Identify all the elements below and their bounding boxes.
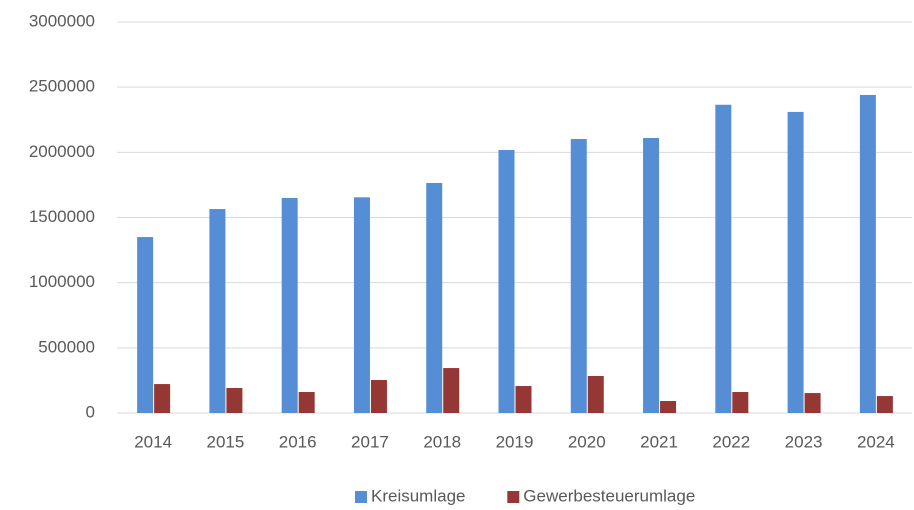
- x-tick-label: 2020: [568, 432, 606, 451]
- legend-swatch: [355, 491, 367, 503]
- x-tick-label: 2024: [857, 432, 895, 451]
- bar: [787, 111, 804, 414]
- bar: [643, 137, 660, 413]
- bar: [715, 104, 732, 414]
- legend-label: Gewerbesteuerumlage: [523, 486, 695, 505]
- bar: [587, 375, 604, 413]
- y-tick-label: 500000: [38, 337, 95, 356]
- bar: [154, 384, 171, 413]
- bar: [876, 396, 893, 413]
- x-tick-label: 2023: [785, 432, 823, 451]
- bar: [859, 94, 876, 413]
- y-tick-label: 1000000: [29, 272, 95, 291]
- bar: [443, 368, 460, 413]
- bar: [732, 392, 749, 413]
- x-tick-label: 2018: [423, 432, 461, 451]
- bar: [426, 182, 443, 413]
- x-tick-label: 2017: [351, 432, 389, 451]
- y-tick-label: 2500000: [29, 77, 95, 96]
- bar: [137, 237, 154, 413]
- x-tick-label: 2015: [206, 432, 244, 451]
- bar: [281, 197, 298, 413]
- x-tick-label: 2019: [496, 432, 534, 451]
- bar: [226, 387, 243, 413]
- x-tick-label: 2022: [712, 432, 750, 451]
- bar: [498, 149, 515, 413]
- bar: [370, 380, 387, 413]
- x-tick-label: 2014: [134, 432, 172, 451]
- legend-swatch: [507, 491, 520, 503]
- x-tick-label: 2021: [640, 432, 678, 451]
- y-tick-label: 2000000: [29, 142, 95, 161]
- bar: [209, 209, 226, 413]
- bar: [353, 197, 370, 413]
- legend-label: Kreisumlage: [371, 486, 466, 505]
- x-tick-label: 2016: [279, 432, 317, 451]
- bar: [660, 401, 677, 413]
- bar: [515, 386, 532, 413]
- bar: [804, 393, 821, 413]
- bar: [570, 139, 587, 413]
- bar: [298, 392, 315, 413]
- y-tick-label: 0: [86, 402, 95, 421]
- y-tick-label: 3000000: [29, 11, 95, 30]
- y-tick-label: 1500000: [29, 207, 95, 226]
